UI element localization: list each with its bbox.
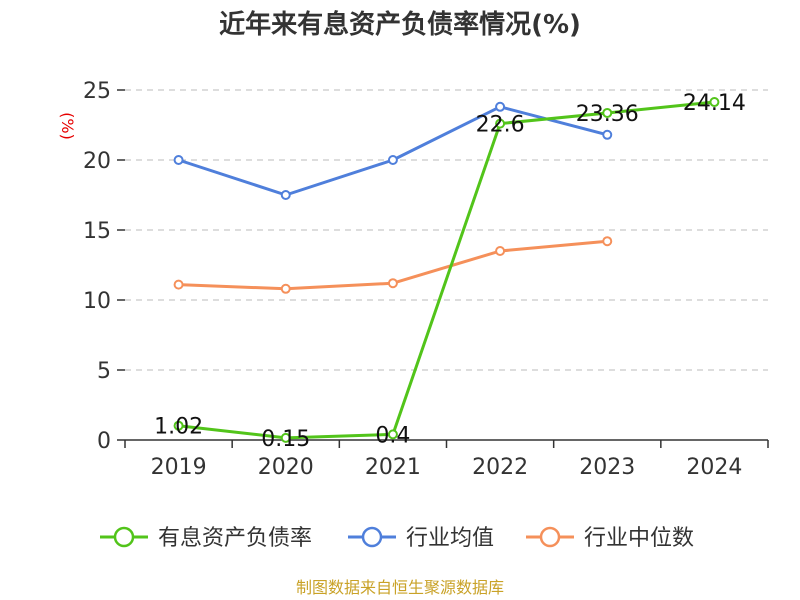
x-tick-label: 2022 bbox=[472, 455, 528, 480]
legend-swatch-marker bbox=[113, 526, 135, 548]
data-point bbox=[495, 246, 506, 256]
series-1 bbox=[173, 101, 613, 200]
data-point bbox=[495, 118, 506, 129]
data-label: 0.15 bbox=[261, 427, 310, 452]
data-point bbox=[387, 278, 398, 289]
data-point bbox=[280, 432, 291, 443]
data-label: 1.02 bbox=[154, 415, 203, 440]
legend-label: 行业均值 bbox=[406, 526, 494, 551]
data-point bbox=[602, 129, 613, 140]
data-point bbox=[173, 279, 184, 290]
legend: 有息资产负债率 行业均值 行业中位数 bbox=[100, 526, 694, 551]
series-group: 1.02 0.15 0.4 22.6 23.36 24.14 bbox=[154, 91, 746, 452]
data-point bbox=[173, 155, 184, 165]
series-2 bbox=[173, 236, 613, 294]
y-tick-label: 10 bbox=[83, 289, 111, 314]
data-point bbox=[280, 283, 291, 294]
y-tick-label: 5 bbox=[97, 359, 111, 384]
y-axis-label: (%) bbox=[58, 112, 77, 140]
series-line bbox=[178, 100, 715, 440]
legend-swatch-marker bbox=[539, 526, 561, 548]
data-label: 23.36 bbox=[576, 102, 639, 127]
data-point bbox=[709, 97, 720, 108]
data-label: 22.6 bbox=[476, 113, 525, 138]
legend-item-2: 行业中位数 bbox=[526, 526, 694, 551]
y-tick-label: 0 bbox=[97, 429, 111, 454]
legend-label: 有息资产负债率 bbox=[158, 526, 312, 551]
axes: 0 5 10 15 20 25 2019 2020 2021 2022 2023 2024 bbox=[83, 79, 769, 480]
legend-swatch-marker bbox=[361, 526, 383, 548]
series-0 bbox=[173, 97, 720, 443]
x-tick-label: 2024 bbox=[686, 455, 742, 480]
legend-item-1: 行业均值 bbox=[348, 526, 494, 551]
x-tick-label: 2021 bbox=[365, 455, 421, 480]
y-tick-label: 15 bbox=[83, 219, 111, 244]
data-label: 24.14 bbox=[683, 91, 746, 116]
legend-label: 行业中位数 bbox=[584, 526, 694, 551]
x-tick-label: 2019 bbox=[151, 455, 207, 480]
x-tick-label: 2023 bbox=[579, 455, 635, 480]
chart-title: 近年来有息资产负债率情况(%) bbox=[219, 9, 581, 40]
data-point bbox=[387, 155, 398, 165]
data-label: 0.4 bbox=[375, 423, 410, 448]
x-tick-label: 2020 bbox=[258, 455, 314, 480]
data-point bbox=[387, 429, 398, 440]
data-point bbox=[602, 107, 613, 118]
source-note: 制图数据来自恒生聚源数据库 bbox=[296, 578, 504, 597]
data-point bbox=[495, 101, 506, 112]
data-point bbox=[602, 236, 613, 247]
legend-item-0: 有息资产负债率 bbox=[100, 526, 312, 551]
data-point bbox=[173, 420, 184, 431]
y-tick-label: 20 bbox=[83, 149, 111, 174]
data-point bbox=[280, 190, 291, 200]
grid-lines bbox=[125, 89, 768, 371]
y-tick-label: 25 bbox=[83, 79, 111, 104]
